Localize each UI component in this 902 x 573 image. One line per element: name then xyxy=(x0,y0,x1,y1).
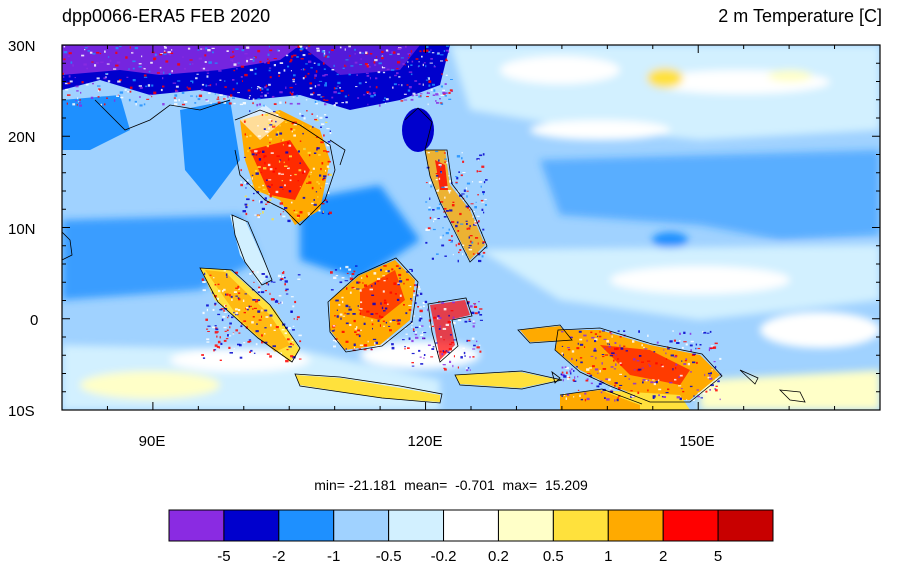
colorbar-label: -1 xyxy=(327,548,340,565)
colorbar-label: -0.5 xyxy=(376,548,402,565)
lat-label: 20N xyxy=(8,129,36,146)
colorbar-swatch xyxy=(278,509,335,542)
colorbar-swatch xyxy=(497,509,554,542)
colorbar-label: 1 xyxy=(604,548,612,565)
map-title-right: 2 m Temperature [C] xyxy=(718,6,882,26)
colorbar-label: -2 xyxy=(272,548,285,565)
colorbar-label: -5 xyxy=(217,548,230,565)
colorbar-label: -0.2 xyxy=(431,548,457,565)
colorbar-swatch xyxy=(223,509,280,542)
coastlines xyxy=(62,99,806,405)
lon-label: 150E xyxy=(679,433,714,450)
colorbar-swatch xyxy=(168,509,225,542)
lon-label: 120E xyxy=(407,433,442,450)
temperature-field xyxy=(62,45,880,410)
colorbar-label: 5 xyxy=(714,548,722,565)
statistics-line: min= -21.181 mean= -0.701 max= 15.209 xyxy=(314,477,588,493)
lat-label: 0 xyxy=(30,312,38,329)
lat-label: 10S xyxy=(8,403,35,420)
colorbar: -5 -2 -1 -0.5 -0.2 0.2 0.5 1 2 5 xyxy=(168,509,774,565)
colorbar-swatch xyxy=(552,509,609,542)
colorbar-swatch xyxy=(607,509,664,542)
colorbar-label: 0.2 xyxy=(488,548,509,565)
colorbar-swatch xyxy=(662,509,719,542)
lat-label: 30N xyxy=(8,38,36,55)
lat-labels: 30N 20N 10N 0 10S xyxy=(8,38,38,420)
colorbar-swatch xyxy=(333,509,390,542)
lon-label: 90E xyxy=(139,433,166,450)
colorbar-swatch xyxy=(388,509,445,542)
axis-ticks xyxy=(61,44,881,411)
colorbar-label: 2 xyxy=(659,548,667,565)
colorbar-label: 0.5 xyxy=(543,548,564,565)
colorbar-swatch xyxy=(443,509,499,542)
lat-label: 10N xyxy=(8,221,36,238)
colorbar-swatch xyxy=(717,509,774,542)
map-title-left: dpp0066-ERA5 FEB 2020 xyxy=(62,6,271,26)
terrain-speckles xyxy=(62,45,722,402)
lon-labels: 90E 120E 150E xyxy=(139,433,715,450)
